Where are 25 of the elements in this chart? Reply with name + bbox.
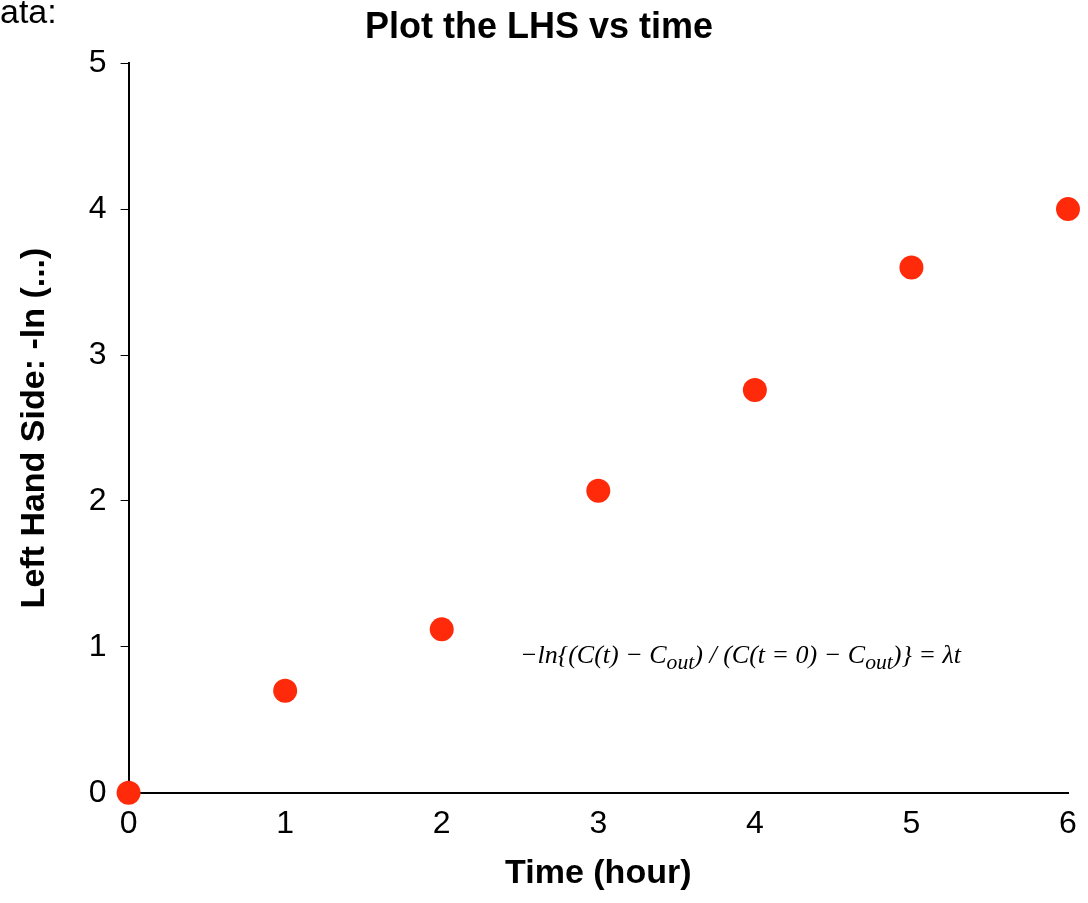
x-tick-label: 4 — [745, 803, 764, 840]
y-tick-label: 5 — [88, 43, 107, 80]
y-tick-label: 4 — [88, 188, 107, 225]
y-tick-label: 1 — [88, 626, 107, 663]
point — [1056, 197, 1080, 222]
x-tick-label: 1 — [276, 803, 295, 840]
x-axis-title: Time (hour) — [505, 851, 692, 890]
x-tick-label: 5 — [902, 803, 921, 840]
y-tick-label: 3 — [88, 334, 107, 371]
point — [586, 478, 611, 503]
text: ata: — [0, 0, 57, 31]
x-tick-label: 2 — [432, 803, 451, 840]
y-tick-label: 2 — [88, 480, 107, 517]
x-tick-label: 3 — [589, 803, 608, 840]
chart-title: Plot the LHS vs time — [364, 4, 714, 46]
y-axis-title: Left Hand Side: -ln (...) — [12, 247, 51, 609]
x-tick-label: 0 — [119, 803, 138, 840]
y-tick-label: 0 — [88, 772, 107, 809]
x-tick-label: 6 — [1059, 803, 1077, 840]
point — [116, 780, 141, 805]
annotation: −ln{(C(t) − C$_{out}$) / (C(t = 0) − C$_{out}$)} = λt — [520, 640, 961, 676]
point — [742, 378, 767, 403]
point — [429, 617, 454, 642]
point — [273, 678, 298, 703]
point — [899, 255, 924, 280]
